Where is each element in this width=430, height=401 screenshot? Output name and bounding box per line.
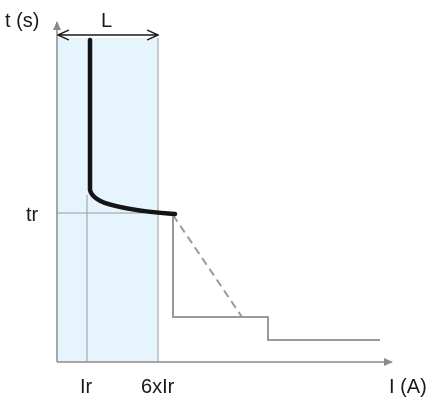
tr-label: tr	[26, 204, 39, 226]
short-time-dashed-line	[172, 214, 243, 318]
x-axis-label: I (A)	[389, 376, 427, 398]
long-delay-trip-curve	[87, 37, 178, 217]
y-axis-label: t (s)	[5, 10, 39, 32]
ir-tick-label: Ir	[80, 376, 93, 398]
short-time-step-line	[172, 215, 380, 341]
band-label: L	[101, 10, 112, 32]
six-ir-tick-label: 6xIr	[141, 376, 175, 398]
long-delay-band	[57, 38, 158, 362]
